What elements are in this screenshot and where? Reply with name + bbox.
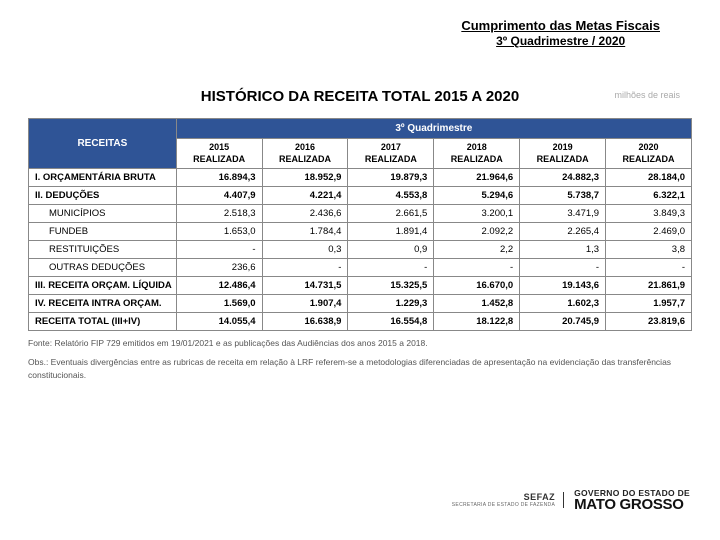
cell-value: 5.738,7 (520, 187, 606, 205)
cell-value: 21.964,6 (434, 169, 520, 187)
cell-value: 1.907,4 (262, 295, 348, 313)
cell-value: 5.294,6 (434, 187, 520, 205)
header-row-band: RECEITAS 3º Quadrimestre (29, 119, 692, 139)
cell-value: 24.882,3 (520, 169, 606, 187)
cell-value: - (520, 259, 606, 277)
cell-value: 2,2 (434, 241, 520, 259)
table-row: MUNICÍPIOS2.518,32.436,62.661,53.200,13.… (29, 205, 692, 223)
table-row: III. RECEITA ORÇAM. LÍQUIDA12.486,414.73… (29, 277, 692, 295)
cell-value: 15.325,5 (348, 277, 434, 295)
unit-label: milhões de reais (614, 90, 680, 100)
cell-value: 1,3 (520, 241, 606, 259)
sefaz-subtitle: SECRETARIA DE ESTADO DE FAZENDA (452, 502, 555, 508)
cell-value: 19.143,6 (520, 277, 606, 295)
col-receitas-header: RECEITAS (29, 119, 177, 169)
col-2019: 2019REALIZADA (520, 139, 606, 169)
col-2020: 2020REALIZADA (606, 139, 692, 169)
cell-value: 1.653,0 (176, 223, 262, 241)
row-label: RECEITA TOTAL (III+IV) (29, 313, 177, 331)
cell-value: 2.661,5 (348, 205, 434, 223)
title-row: HISTÓRICO DA RECEITA TOTAL 2015 A 2020 m… (0, 88, 720, 106)
row-label: IV. RECEITA INTRA ORÇAM. (29, 295, 177, 313)
row-label: FUNDEB (29, 223, 177, 241)
cell-value: 21.861,9 (606, 277, 692, 295)
cell-value: 4.221,4 (262, 187, 348, 205)
cell-value: 2.518,3 (176, 205, 262, 223)
cell-value: 3.471,9 (520, 205, 606, 223)
cell-value: 3.200,1 (434, 205, 520, 223)
cell-value: 16.554,8 (348, 313, 434, 331)
table-row: FUNDEB1.653,01.784,41.891,42.092,22.265,… (29, 223, 692, 241)
table-row: OUTRAS DEDUÇÕES236,6----- (29, 259, 692, 277)
row-label: OUTRAS DEDUÇÕES (29, 259, 177, 277)
footnote-1: Fonte: Relatório FIP 729 emitidos em 19/… (28, 337, 692, 350)
cell-value: 0,9 (348, 241, 434, 259)
row-label: III. RECEITA ORÇAM. LÍQUIDA (29, 277, 177, 295)
cell-value: 19.879,3 (348, 169, 434, 187)
receita-table: RECEITAS 3º Quadrimestre 2015REALIZADA 2… (28, 118, 692, 331)
sefaz-title: SEFAZ (452, 492, 555, 502)
cell-value: 1.891,4 (348, 223, 434, 241)
table-row: RESTITUIÇÕES-0,30,92,21,33,8 (29, 241, 692, 259)
cell-value: - (176, 241, 262, 259)
cell-value: 6.322,1 (606, 187, 692, 205)
cell-value: 2.092,2 (434, 223, 520, 241)
col-2017: 2017REALIZADA (348, 139, 434, 169)
cell-value: 2.265,4 (520, 223, 606, 241)
cell-value: 4.407,9 (176, 187, 262, 205)
cell-value: 23.819,6 (606, 313, 692, 331)
cell-value: 1.784,4 (262, 223, 348, 241)
table-row: IV. RECEITA INTRA ORÇAM.1.569,01.907,41.… (29, 295, 692, 313)
row-label: MUNICÍPIOS (29, 205, 177, 223)
footer: SEFAZ SECRETARIA DE ESTADO DE FAZENDA GO… (452, 489, 690, 513)
col-2018: 2018REALIZADA (434, 139, 520, 169)
sefaz-logo: SEFAZ SECRETARIA DE ESTADO DE FAZENDA (452, 492, 564, 508)
cell-value: - (348, 259, 434, 277)
cell-value: 3,8 (606, 241, 692, 259)
cell-value: 18.122,8 (434, 313, 520, 331)
cell-value: 18.952,9 (262, 169, 348, 187)
col-2015: 2015REALIZADA (176, 139, 262, 169)
table-container: RECEITAS 3º Quadrimestre 2015REALIZADA 2… (28, 118, 692, 382)
col-2016: 2016REALIZADA (262, 139, 348, 169)
table-body: I. ORÇAMENTÁRIA BRUTA16.894,318.952,919.… (29, 169, 692, 331)
cell-value: 28.184,0 (606, 169, 692, 187)
cell-value: 16.638,9 (262, 313, 348, 331)
row-label: I. ORÇAMENTÁRIA BRUTA (29, 169, 177, 187)
footnote-2: Obs.: Eventuais divergências entre as ru… (28, 356, 692, 382)
table-row: RECEITA TOTAL (III+IV)14.055,416.638,916… (29, 313, 692, 331)
main-title: HISTÓRICO DA RECEITA TOTAL 2015 A 2020 (201, 88, 519, 105)
cell-value: 12.486,4 (176, 277, 262, 295)
cell-value: 1.452,8 (434, 295, 520, 313)
cell-value: 16.894,3 (176, 169, 262, 187)
gov-state: MATO GROSSO (574, 497, 690, 512)
quadrimestre-band: 3º Quadrimestre (176, 119, 691, 139)
cell-value: 1.569,0 (176, 295, 262, 313)
cell-value: 2.469,0 (606, 223, 692, 241)
row-label: RESTITUIÇÕES (29, 241, 177, 259)
cell-value: 2.436,6 (262, 205, 348, 223)
cell-value: 1.602,3 (520, 295, 606, 313)
table-row: I. ORÇAMENTÁRIA BRUTA16.894,318.952,919.… (29, 169, 692, 187)
header-subtitle: 3º Quadrimestre / 2020 (461, 34, 660, 48)
gov-logo: GOVERNO DO ESTADO DE MATO GROSSO (574, 489, 690, 513)
cell-value: - (606, 259, 692, 277)
row-label: II. DEDUÇÕES (29, 187, 177, 205)
cell-value: 4.553,8 (348, 187, 434, 205)
cell-value: 20.745,9 (520, 313, 606, 331)
cell-value: - (434, 259, 520, 277)
cell-value: 14.055,4 (176, 313, 262, 331)
header-block: Cumprimento das Metas Fiscais 3º Quadrim… (461, 18, 660, 48)
cell-value: 16.670,0 (434, 277, 520, 295)
table-row: II. DEDUÇÕES4.407,94.221,44.553,85.294,6… (29, 187, 692, 205)
cell-value: 3.849,3 (606, 205, 692, 223)
cell-value: 1.229,3 (348, 295, 434, 313)
cell-value: 236,6 (176, 259, 262, 277)
cell-value: 0,3 (262, 241, 348, 259)
cell-value: 14.731,5 (262, 277, 348, 295)
header-title: Cumprimento das Metas Fiscais (461, 18, 660, 33)
cell-value: - (262, 259, 348, 277)
cell-value: 1.957,7 (606, 295, 692, 313)
